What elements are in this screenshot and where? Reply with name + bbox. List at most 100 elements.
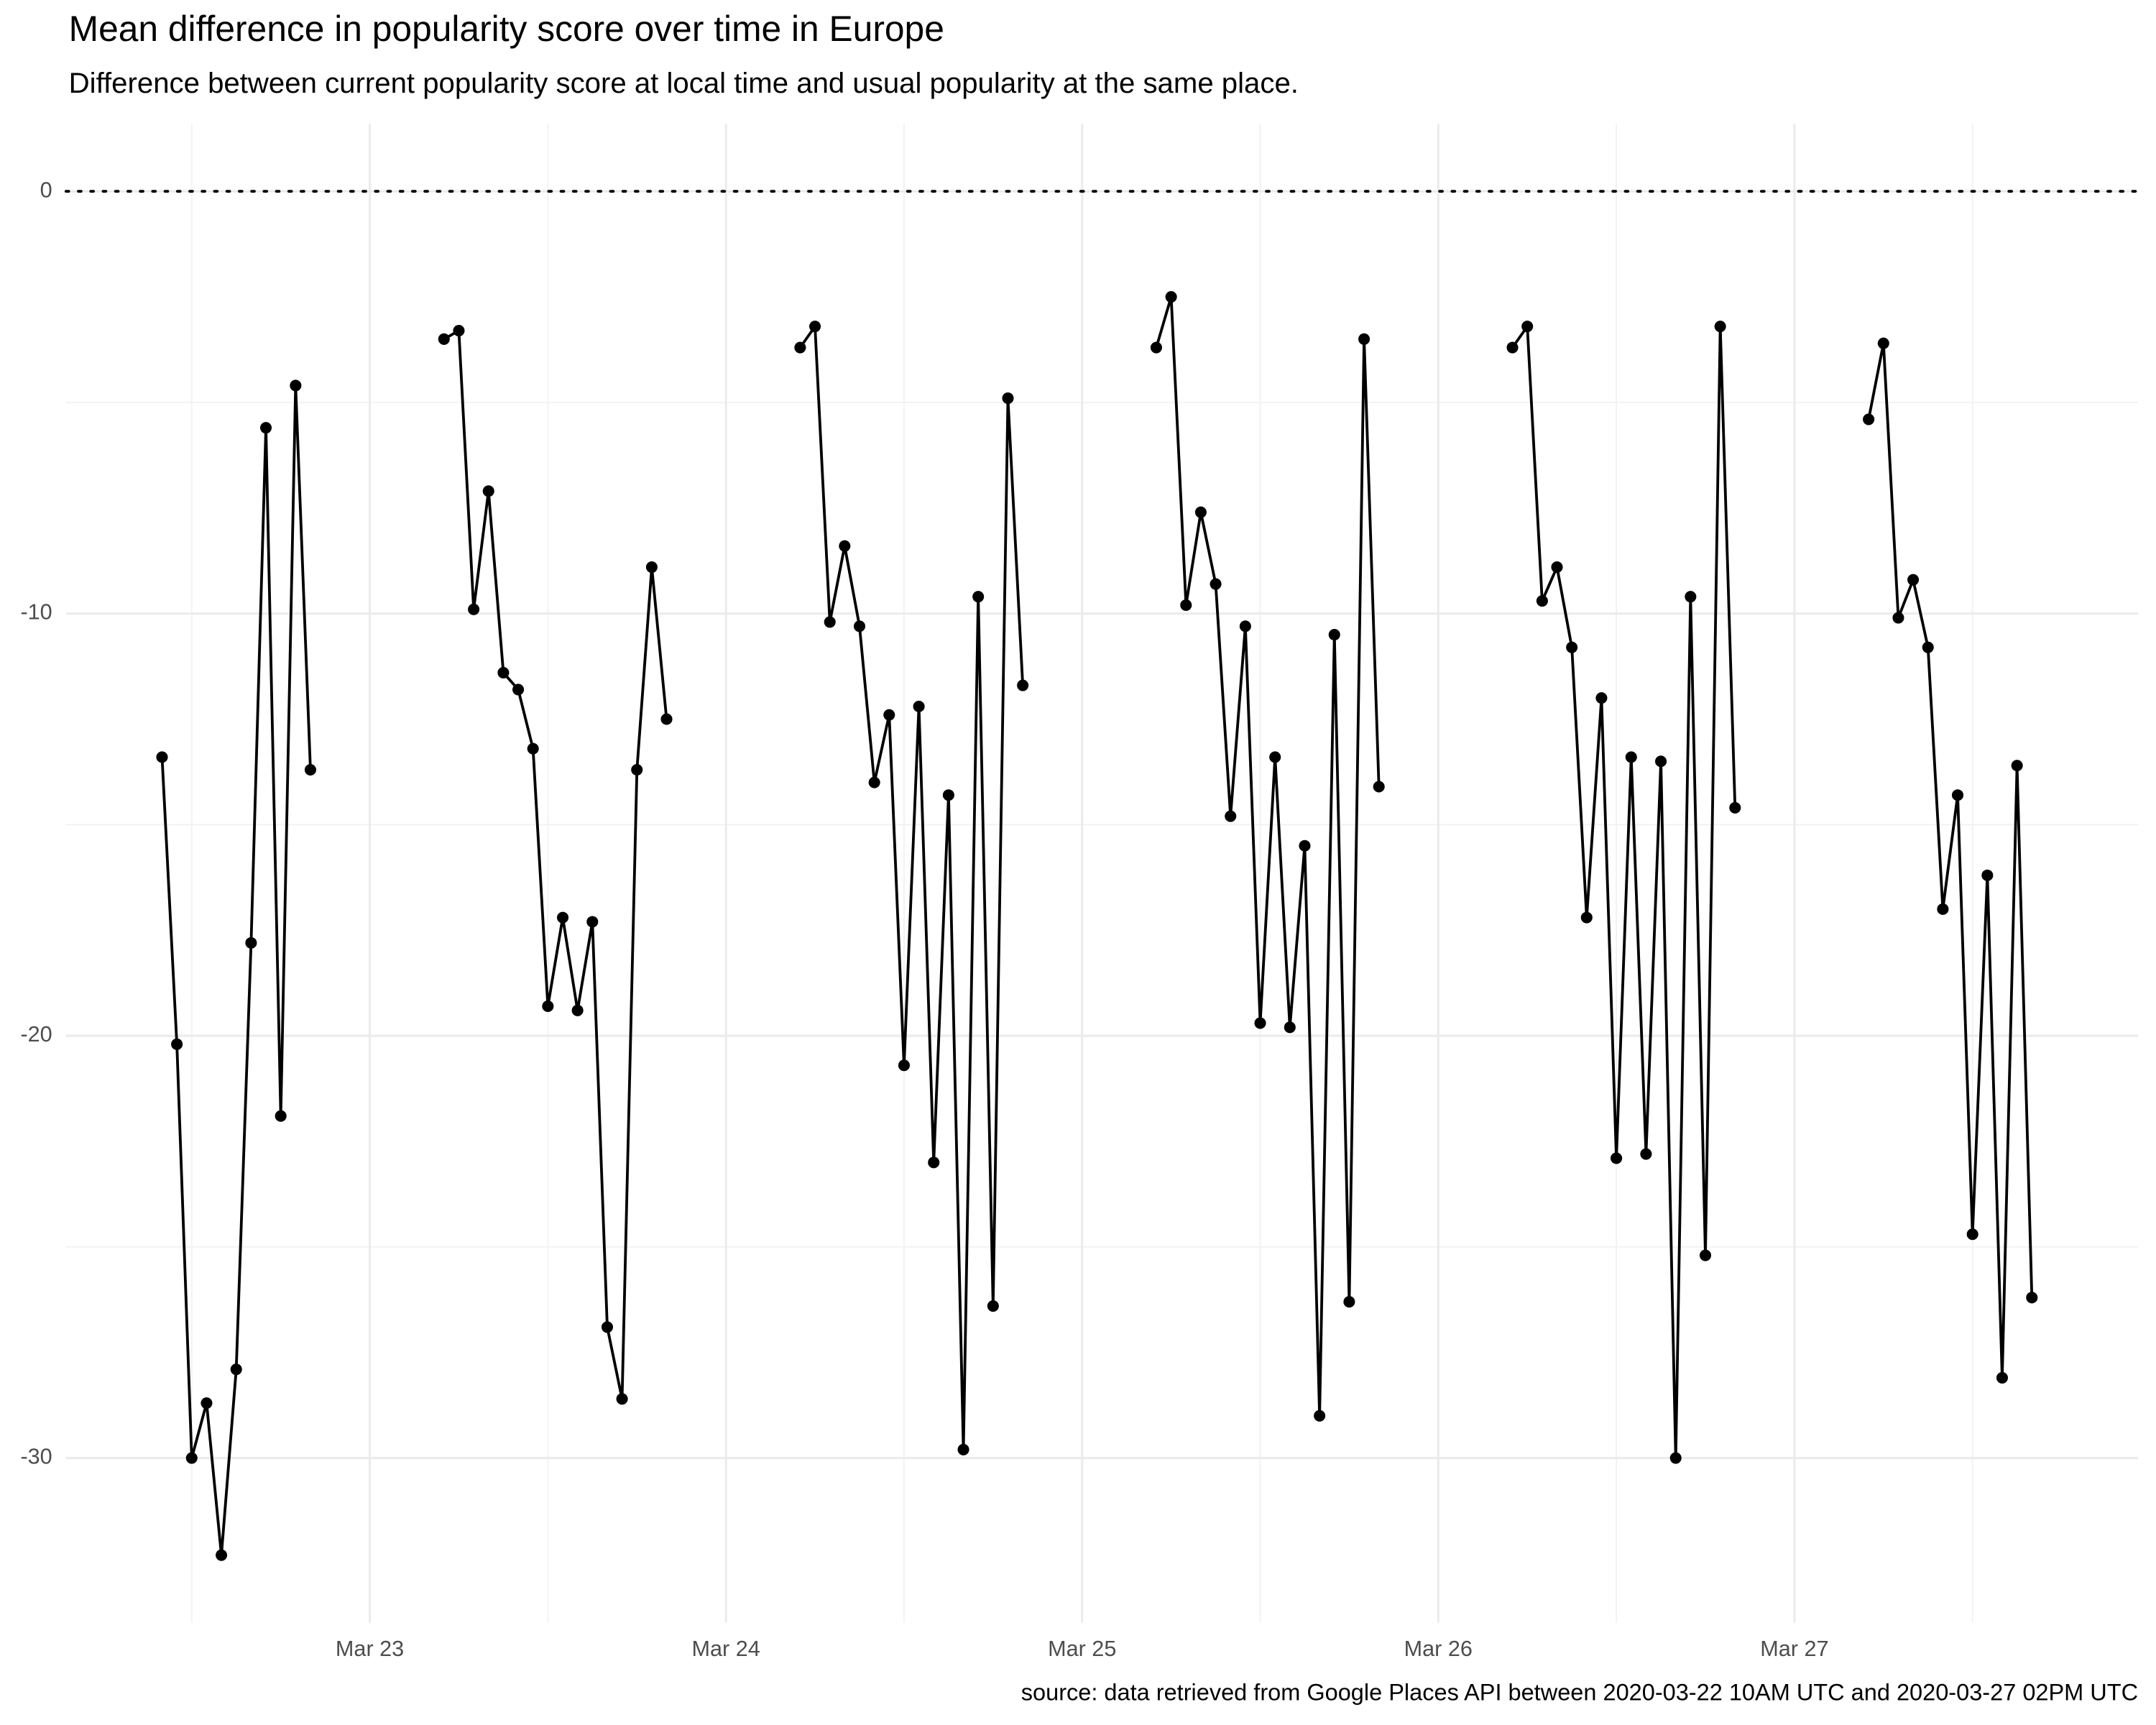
data-point: [2026, 1292, 2038, 1304]
data-point: [438, 333, 450, 345]
data-point: [1194, 506, 1207, 518]
data-point: [468, 603, 480, 615]
data-point: [2011, 760, 2023, 772]
data-point: [1640, 1148, 1652, 1160]
data-point: [616, 1393, 628, 1405]
data-point: [1892, 612, 1904, 624]
data-point: [542, 1000, 554, 1013]
data-point: [1714, 321, 1726, 333]
caption: source: data retrieved from Google Place…: [1021, 1680, 2138, 1706]
y-tick-label: -10: [20, 600, 52, 625]
data-point: [1611, 1152, 1623, 1164]
data-point: [1625, 751, 1637, 763]
data-point: [201, 1397, 213, 1409]
data-point: [259, 422, 272, 434]
data-point: [1165, 291, 1177, 303]
data-point: [794, 341, 806, 354]
x-tick-label: Mar 27: [1760, 1637, 1828, 1661]
data-point: [928, 1156, 940, 1169]
data-point: [1566, 641, 1578, 653]
data-point: [185, 1452, 198, 1464]
data-point: [1521, 321, 1534, 333]
data-point: [1595, 692, 1608, 704]
data-point: [824, 616, 836, 628]
y-tick-label: -30: [20, 1445, 52, 1469]
data-point: [972, 591, 985, 603]
data-point: [1966, 1228, 1978, 1241]
data-point: [1922, 641, 1934, 653]
x-tick-label: Mar 26: [1404, 1637, 1473, 1661]
y-tick-label: -20: [20, 1022, 52, 1046]
data-point: [1536, 594, 1548, 607]
data-point: [1580, 911, 1593, 924]
data-point: [601, 1321, 614, 1333]
data-point: [1269, 751, 1281, 763]
data-point: [497, 666, 510, 678]
data-point: [942, 789, 954, 801]
x-tick-label: Mar 25: [1048, 1637, 1116, 1661]
data-point: [571, 1004, 584, 1016]
data-point: [171, 1038, 183, 1050]
chart-title: Mean difference in popularity score over…: [69, 9, 944, 49]
data-point: [482, 485, 494, 497]
data-point: [913, 700, 925, 712]
data-point: [1299, 840, 1311, 852]
data-point: [1669, 1452, 1682, 1464]
data-point: [645, 561, 658, 574]
data-point: [1358, 333, 1370, 345]
data-point: [1699, 1249, 1712, 1261]
data-point: [245, 937, 257, 949]
data-point: [1239, 620, 1251, 632]
data-point: [1150, 341, 1162, 354]
axes: -30 -20 -10 0 Mar 23 Mar 24 Mar 25 Mar 26 Mar 27: [20, 178, 2140, 1661]
data-point: [230, 1363, 242, 1376]
data-point: [1506, 341, 1519, 354]
data-point: [868, 776, 880, 788]
data-point: [304, 763, 316, 776]
data-point: [1863, 413, 1875, 426]
data-point: [275, 1110, 287, 1122]
data-point: [1180, 599, 1192, 611]
data-point: [883, 709, 895, 721]
x-tick-label: Mar 24: [692, 1637, 760, 1661]
data-point: [1343, 1296, 1355, 1308]
data-point: [1017, 679, 1029, 691]
data-point: [1284, 1021, 1296, 1034]
data-point: [898, 1059, 910, 1072]
data-point: [1328, 628, 1340, 641]
data-point: [1373, 781, 1385, 793]
data-point: [1655, 755, 1667, 768]
data-point: [512, 684, 525, 696]
x-tick-label: Mar 23: [336, 1637, 404, 1661]
data-point: [556, 911, 569, 924]
data-point: [1729, 801, 1741, 814]
data-point: [1996, 1371, 2008, 1384]
data-point: [853, 620, 866, 632]
data-point: [809, 321, 821, 333]
data-point: [216, 1549, 228, 1561]
data-point: [1937, 903, 1949, 915]
chart-subtitle: Difference between current popularity sc…: [69, 67, 1299, 99]
data-point: [1685, 591, 1697, 603]
data-point: [453, 325, 465, 337]
data-point: [586, 916, 599, 928]
data-point: [156, 751, 168, 763]
data-point: [631, 763, 643, 776]
data-point: [1551, 561, 1563, 574]
data-point: [290, 380, 302, 392]
data-point: [1210, 578, 1222, 590]
data: [156, 291, 2038, 1561]
data-point: [1314, 1409, 1326, 1422]
data-point: [1907, 574, 1920, 586]
data-point: [1981, 869, 1994, 881]
data-point: [987, 1300, 999, 1312]
data-point: [957, 1443, 969, 1455]
data-point: [1002, 392, 1014, 405]
y-tick-label: 0: [40, 178, 52, 202]
data-point: [1951, 789, 1964, 801]
data-point: [1877, 337, 1889, 349]
data-point: [1225, 810, 1237, 822]
data-point: [527, 742, 539, 755]
